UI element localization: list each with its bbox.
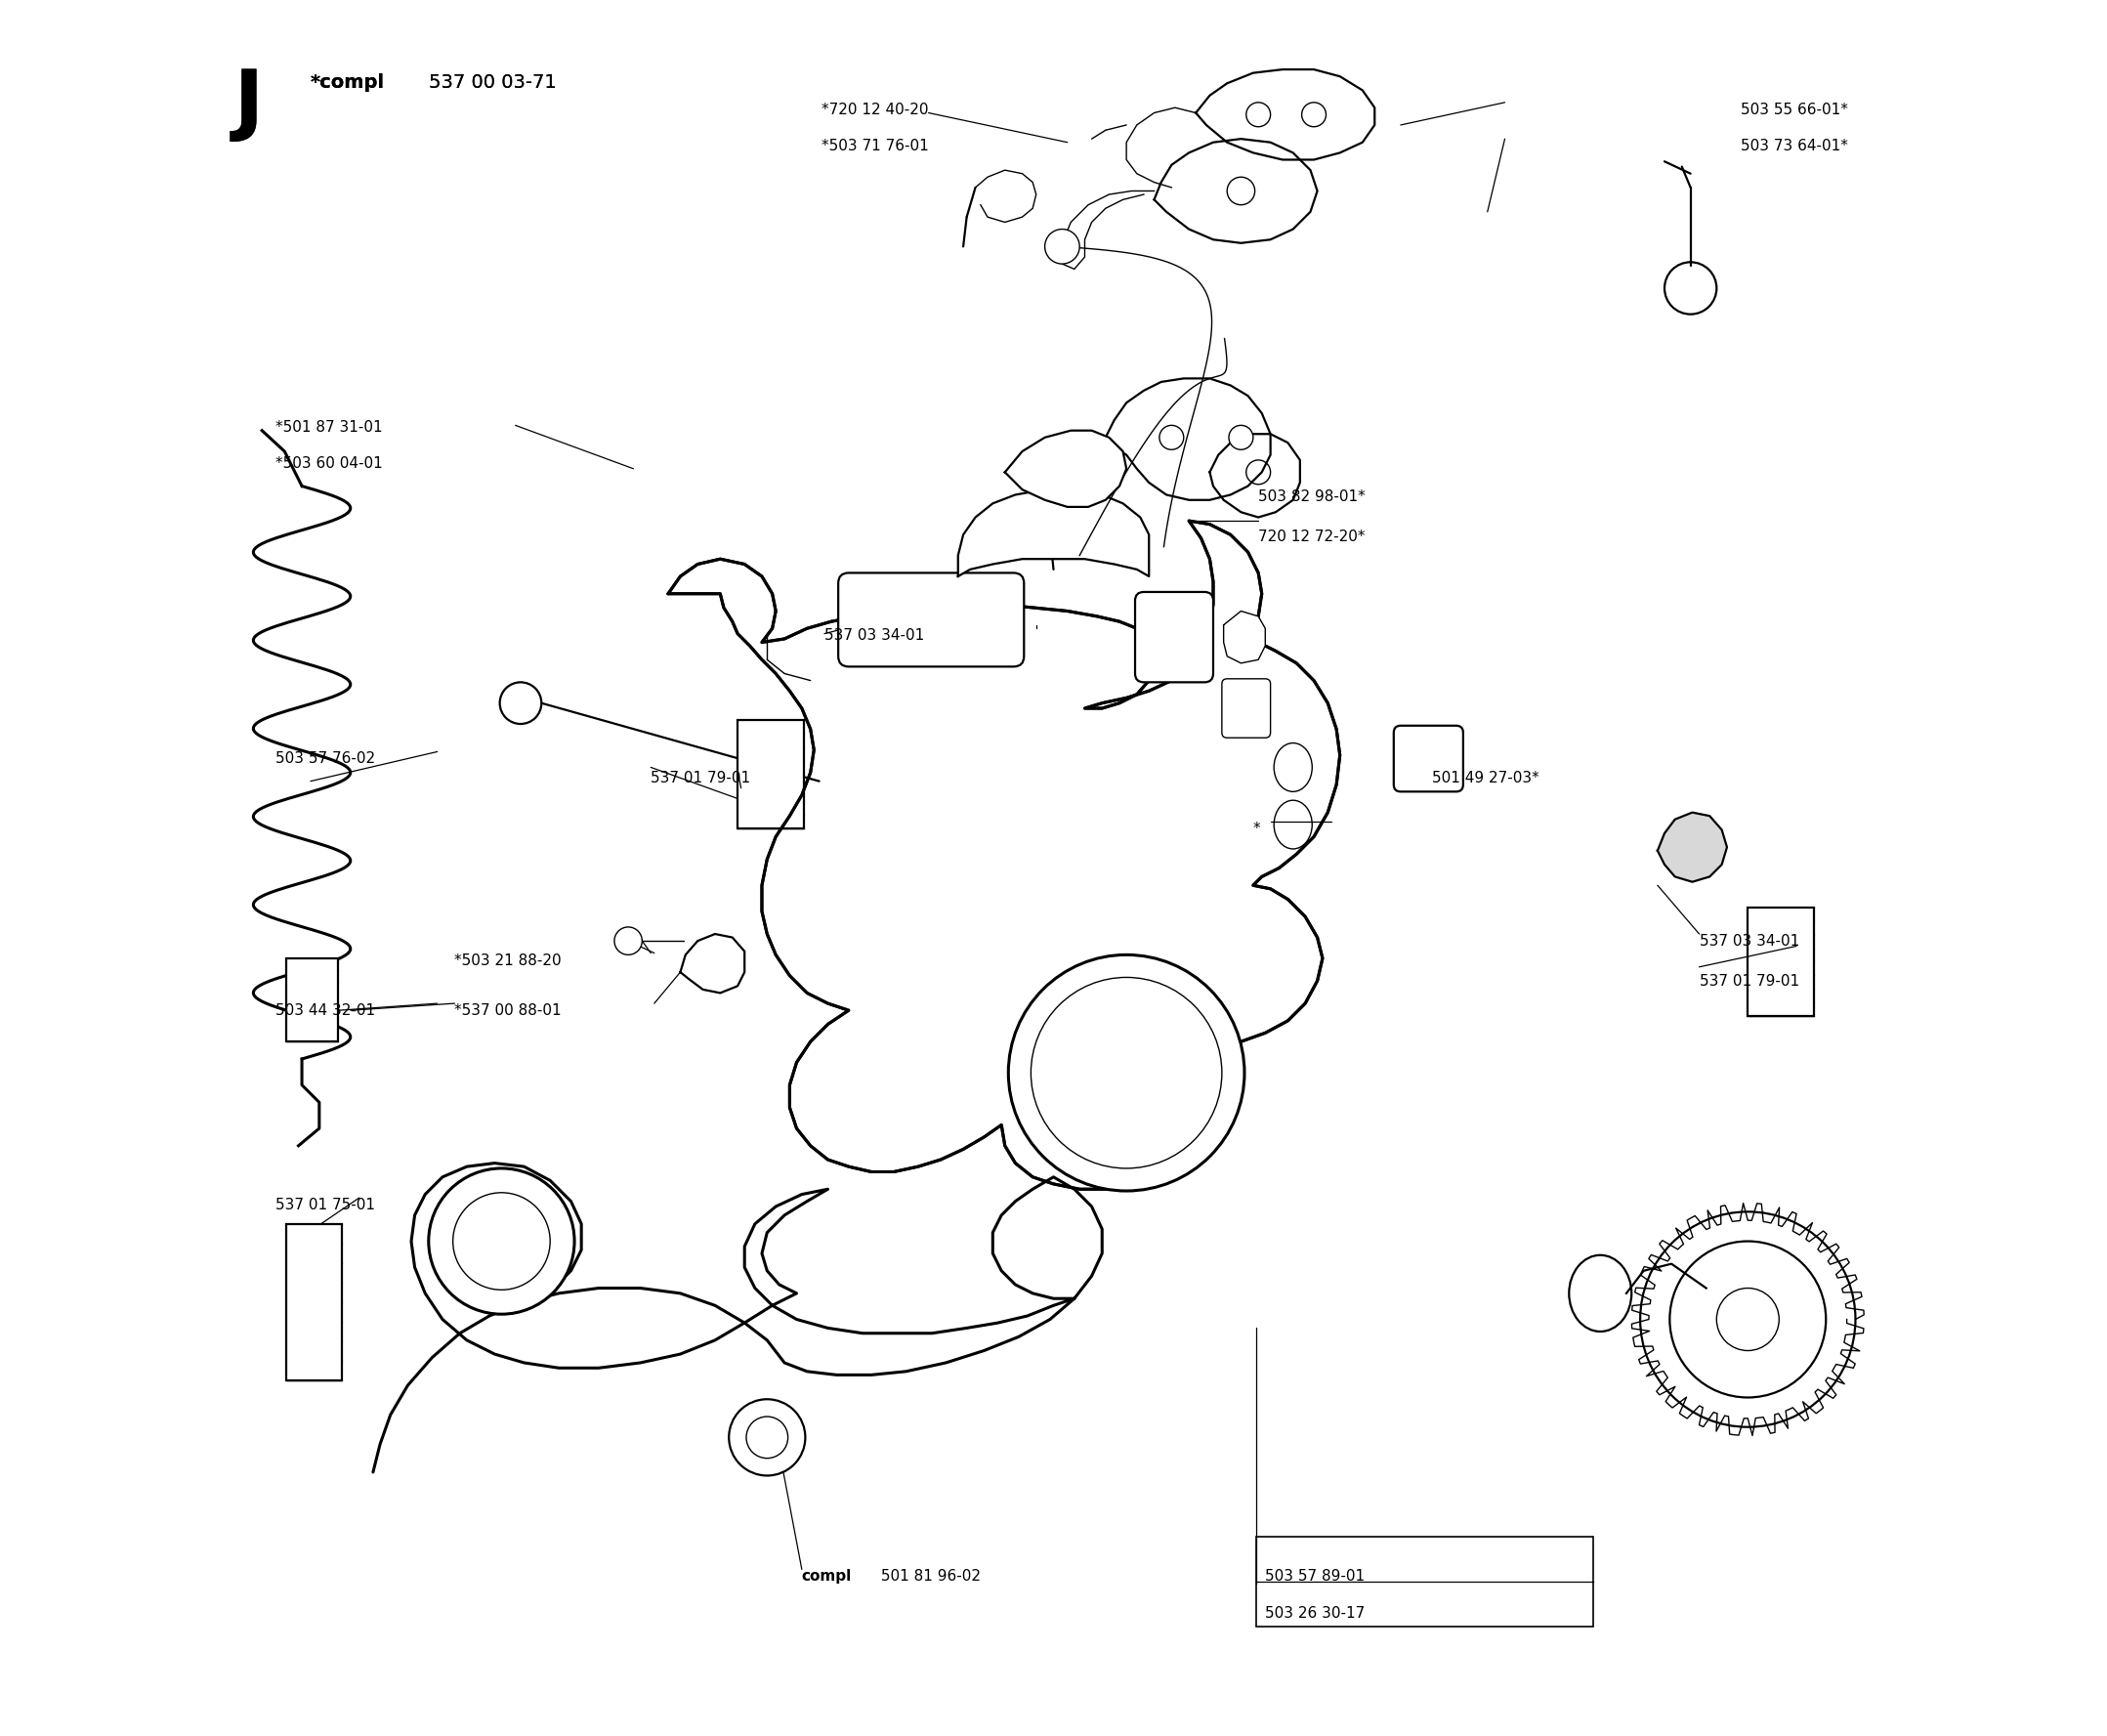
Text: 537 00 03-71: 537 00 03-71 bbox=[428, 73, 556, 92]
Circle shape bbox=[1302, 102, 1325, 127]
Text: *501 87 31-01: *501 87 31-01 bbox=[276, 420, 383, 434]
Circle shape bbox=[729, 1399, 805, 1476]
Bar bbox=[1256, 1536, 1593, 1627]
Polygon shape bbox=[668, 521, 1340, 1189]
Polygon shape bbox=[1155, 139, 1317, 243]
Polygon shape bbox=[1224, 611, 1266, 663]
Polygon shape bbox=[1062, 191, 1155, 269]
FancyBboxPatch shape bbox=[839, 573, 1024, 667]
FancyBboxPatch shape bbox=[1136, 592, 1214, 682]
Text: *compl: *compl bbox=[310, 73, 386, 92]
Text: 501 81 96-02: 501 81 96-02 bbox=[877, 1569, 982, 1583]
Polygon shape bbox=[373, 1163, 1102, 1472]
Text: *503 71 76-01: *503 71 76-01 bbox=[822, 139, 929, 153]
Text: 503 57 89-01: 503 57 89-01 bbox=[1266, 1569, 1365, 1583]
Text: *503 21 88-20: *503 21 88-20 bbox=[455, 953, 563, 967]
Polygon shape bbox=[681, 934, 744, 993]
Circle shape bbox=[428, 1168, 575, 1314]
Text: 503 26 30-17: 503 26 30-17 bbox=[1266, 1606, 1365, 1620]
Text: 503 55 66-01*: 503 55 66-01* bbox=[1740, 102, 1848, 116]
Bar bbox=[737, 720, 803, 828]
Text: 501 49 27-03*: 501 49 27-03* bbox=[1433, 771, 1538, 785]
Bar bbox=[287, 1224, 341, 1380]
Text: 537 03 34-01: 537 03 34-01 bbox=[1698, 934, 1799, 948]
Polygon shape bbox=[1209, 434, 1300, 517]
Circle shape bbox=[1045, 229, 1079, 264]
Text: 537 01 79-01: 537 01 79-01 bbox=[651, 771, 750, 785]
Text: 537 01 75-01: 537 01 75-01 bbox=[276, 1198, 375, 1212]
Polygon shape bbox=[1005, 431, 1127, 507]
Text: 503 44 32-01: 503 44 32-01 bbox=[276, 1003, 375, 1017]
Circle shape bbox=[499, 682, 541, 724]
Bar bbox=[287, 958, 339, 1042]
Text: *503 60 04-01: *503 60 04-01 bbox=[276, 457, 383, 470]
Text: 503 73 64-01*: 503 73 64-01* bbox=[1740, 139, 1848, 153]
Bar bbox=[1749, 908, 1814, 1016]
Polygon shape bbox=[1197, 69, 1374, 160]
Text: 537 01 79-01: 537 01 79-01 bbox=[1698, 974, 1799, 988]
Text: 503 57 76-02: 503 57 76-02 bbox=[276, 752, 375, 766]
Text: *537 00 88-01: *537 00 88-01 bbox=[455, 1003, 563, 1017]
FancyBboxPatch shape bbox=[1222, 679, 1271, 738]
Polygon shape bbox=[959, 490, 1148, 576]
Text: 503 82 98-01*: 503 82 98-01* bbox=[1258, 490, 1365, 503]
Text: compl: compl bbox=[803, 1569, 851, 1583]
Text: 537 00 03-71: 537 00 03-71 bbox=[428, 73, 556, 92]
Polygon shape bbox=[1658, 812, 1728, 882]
Circle shape bbox=[615, 927, 643, 955]
Text: *: * bbox=[1254, 821, 1260, 835]
Circle shape bbox=[1009, 955, 1245, 1191]
Polygon shape bbox=[668, 521, 1340, 1189]
Circle shape bbox=[1228, 425, 1254, 450]
Polygon shape bbox=[1106, 378, 1271, 500]
Text: 720 12 72-20*: 720 12 72-20* bbox=[1258, 529, 1365, 543]
Circle shape bbox=[1245, 102, 1271, 127]
Text: *compl: *compl bbox=[310, 73, 386, 92]
Circle shape bbox=[1159, 425, 1184, 450]
Text: 537 03 34-01: 537 03 34-01 bbox=[824, 628, 925, 642]
Text: J: J bbox=[234, 66, 263, 142]
Circle shape bbox=[1226, 177, 1256, 205]
Text: *720 12 40-20: *720 12 40-20 bbox=[822, 102, 929, 116]
FancyBboxPatch shape bbox=[1393, 726, 1462, 792]
Text: J: J bbox=[234, 66, 263, 142]
